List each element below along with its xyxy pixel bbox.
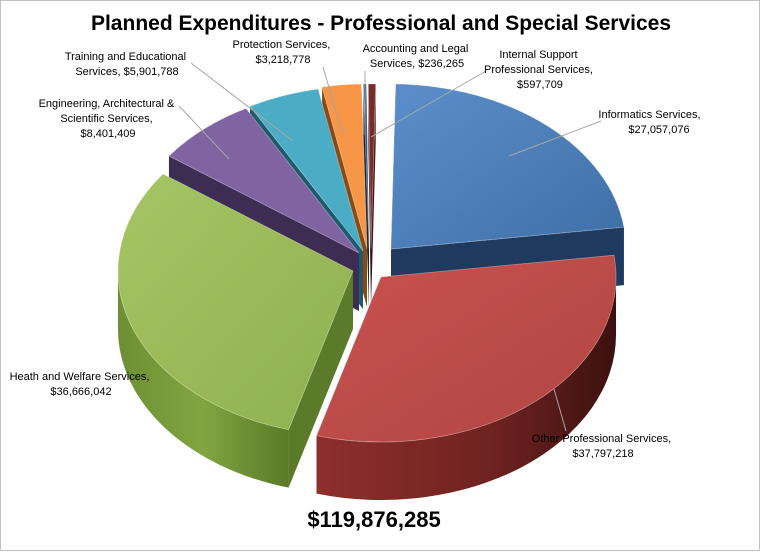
label-health-value: $36,666,042 [50,386,111,398]
label-internal-line1: Internal Support [499,49,577,61]
slice-health [117,173,354,488]
label-health: Heath and Welfare Services, $36,666,042 [10,371,153,398]
slice-accounting-wall-start [363,84,369,307]
label-protection: Protection Services, $3,218,778 [233,39,334,66]
slice-other-top [316,254,617,443]
slice-health-wall-start [288,271,353,488]
label-training-line1: Training and Educational [65,51,186,63]
label-accounting-line1: Accounting and Legal [363,43,469,55]
leader-protection [322,66,344,136]
slice-internal-wall-end [371,84,376,308]
total-amount: $119,876,285 [307,507,440,532]
pie-slices [117,83,625,500]
label-other-name: Other Professional Services, [532,433,671,445]
slice-internal-top [367,83,377,250]
label-informatics-name: Informatics Services, [598,109,700,121]
slice-engineering-top [168,107,360,254]
leader-engineering [178,105,230,160]
slice-informatics-top [390,83,625,250]
label-accounting-line2: Services, $236,265 [370,58,464,70]
leader-internal [370,70,487,138]
leader-training [190,62,294,142]
leader-informatics [508,120,602,157]
label-internal-value: $597,709 [517,79,563,91]
label-informatics: Informatics Services, $27,057,076 [598,109,703,136]
label-engineering-value: $8,401,409 [80,128,135,140]
label-internal: Internal Support Professional Services, … [484,49,596,91]
slice-labels: Informatics Services, $27,057,076 Other … [10,39,703,460]
label-engineering-line1: Engineering, Architectural & [39,98,175,110]
label-training: Training and Educational Services, $5,90… [65,51,189,78]
chart-title: Planned Expenditures - Professional and … [91,12,671,35]
label-engineering: Engineering, Architectural & Scientific … [39,98,178,140]
label-internal-line2: Professional Services, [484,64,593,76]
slice-other [316,254,617,500]
leader-other [553,388,567,432]
label-training-line2: Services, $5,901,788 [75,66,178,78]
slice-internal-wall-start [368,84,371,307]
leader-lines [178,62,602,432]
slice-protection-top [321,83,368,250]
slice-health-outer-wall [118,271,289,488]
slice-other-outer-wall [316,277,616,500]
label-protection-value: $3,218,778 [255,54,310,66]
label-engineering-line2: Scientific Services, [60,113,152,125]
label-informatics-value: $27,057,076 [628,124,689,136]
label-protection-name: Protection Services, [233,39,331,51]
label-other: Other Professional Services, $37,797,218 [532,433,674,460]
label-accounting: Accounting and Legal Services, $236,265 [363,43,472,70]
label-health-name: Heath and Welfare Services, [10,371,150,383]
slice-internal [367,83,377,308]
label-other-value: $37,797,218 [572,448,633,460]
slice-health-top [117,173,354,431]
